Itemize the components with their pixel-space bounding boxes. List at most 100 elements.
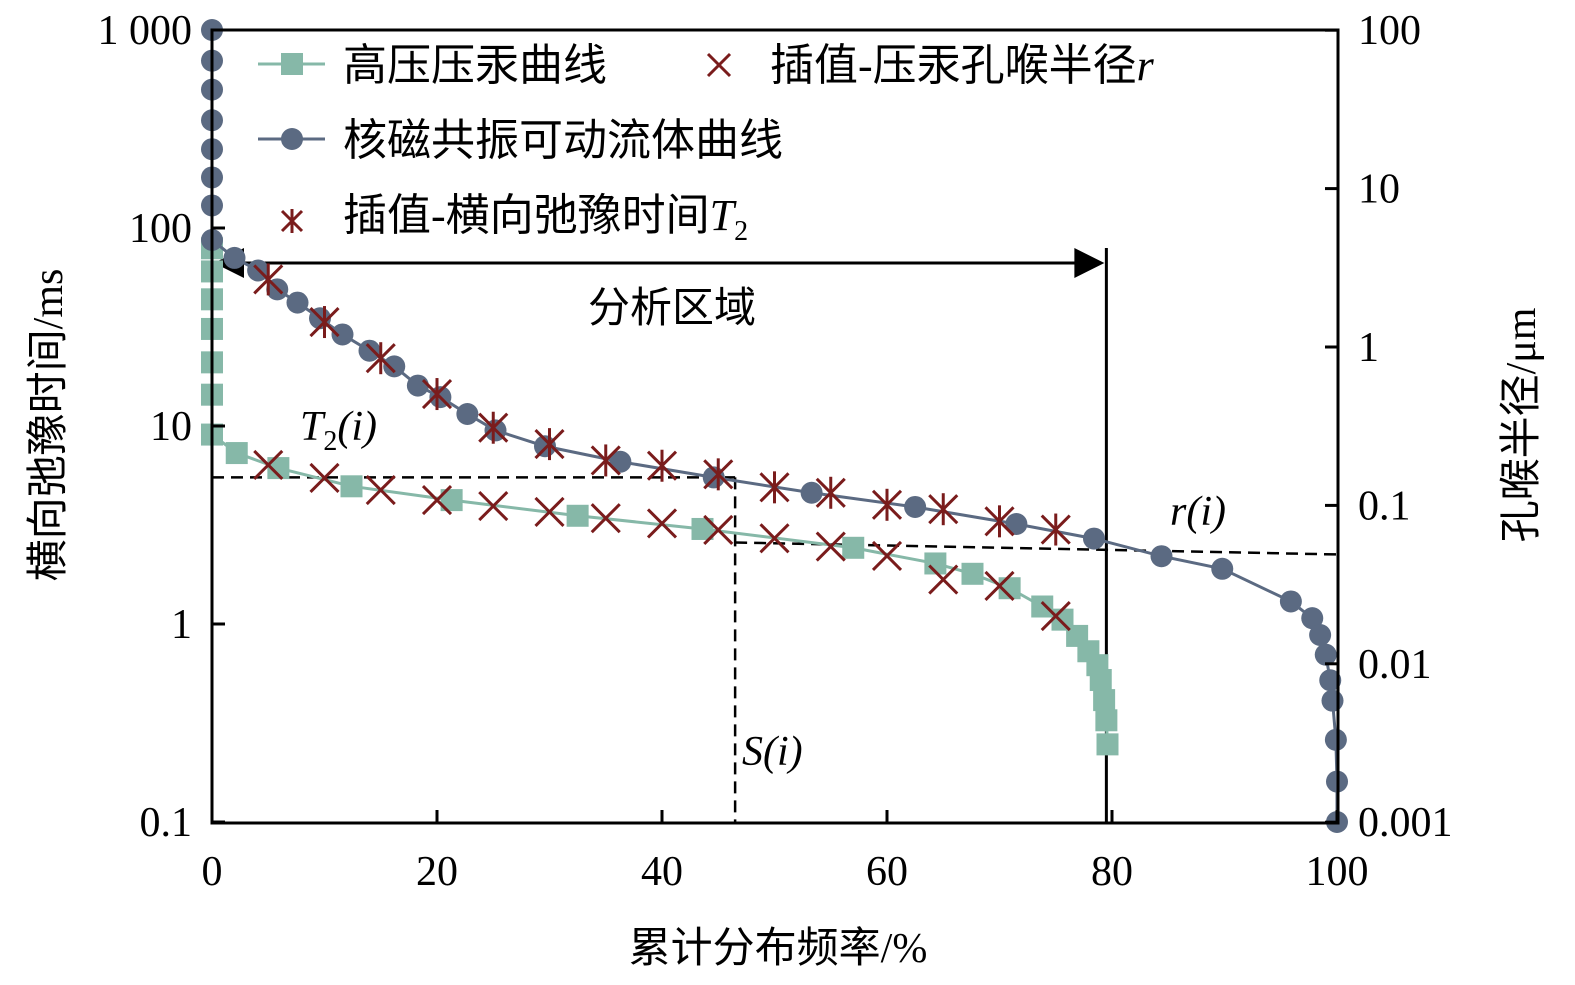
y-right-tick-label: 10: [1358, 167, 1400, 213]
marker-stroke: [815, 531, 846, 562]
data-point-square: [1096, 733, 1119, 756]
arrow-right-icon: [1074, 248, 1105, 278]
data-point-x: [646, 508, 678, 539]
data-point-asterisk: [478, 411, 509, 444]
data-point-asterisk: [703, 458, 734, 491]
data-point-x: [590, 503, 621, 534]
y-right-tick-label: 1: [1358, 325, 1379, 371]
legend-nmr: 核磁共振可动流体曲线: [343, 116, 783, 165]
data-point-circle: [1005, 512, 1028, 535]
r-i-label: r(i): [1170, 489, 1226, 535]
data-point-asterisk: [534, 428, 565, 461]
legend-interp-t2: 插值-横向弛豫时间T2: [343, 191, 748, 247]
data-point-asterisk: [309, 306, 340, 339]
x-tick-label: 80: [1091, 849, 1133, 895]
data-point-asterisk: [646, 449, 678, 482]
x-tick-label: 100: [1306, 849, 1369, 895]
data-point-square: [924, 552, 947, 575]
series-asterisk: [253, 263, 1071, 546]
marker-stroke: [478, 491, 509, 522]
y-left-tick-label: 100: [129, 206, 192, 252]
x-axis-label: 累计分布频率/%: [629, 925, 928, 972]
data-point-square: [842, 536, 865, 559]
data-point-square: [1031, 595, 1054, 618]
data-point-square: [961, 562, 984, 585]
legend-circle-marker: [281, 128, 303, 150]
data-point-square: [1089, 669, 1112, 692]
y-left-tick-label: 1 000: [98, 8, 193, 54]
data-point-square: [1093, 689, 1116, 712]
data-point-x: [871, 540, 903, 571]
x-tick-label: 40: [641, 849, 683, 895]
y-right-tick-label: 0.1: [1358, 483, 1411, 529]
data-point-circle: [1321, 689, 1344, 712]
s-i-label: S(i): [742, 729, 803, 775]
marker-stroke: [646, 508, 678, 539]
data-point-square: [691, 517, 714, 540]
marker-stroke: [309, 462, 340, 494]
analysis-region-label: 分析区域: [588, 286, 756, 332]
data-point-square: [1095, 709, 1118, 732]
data-point-x: [1040, 601, 1071, 632]
data-point-square: [440, 489, 463, 512]
data-point-circle: [1211, 557, 1234, 580]
data-point-circle: [406, 374, 429, 397]
x-tick-label: 20: [416, 849, 458, 895]
marker-stroke: [590, 503, 621, 534]
y-right-tick-label: 0.001: [1358, 800, 1453, 846]
data-point-x: [815, 531, 846, 562]
data-point-x: [534, 496, 565, 527]
y-right-tick-label: 100: [1358, 8, 1421, 54]
data-point-circle: [358, 339, 381, 362]
data-point-circle: [800, 481, 823, 504]
data-point-x: [478, 491, 509, 522]
data-point-asterisk: [984, 505, 1015, 538]
data-point-circle: [1319, 669, 1342, 692]
marker-stroke: [871, 540, 903, 571]
data-point-circle: [1150, 545, 1173, 568]
data-point-circle: [1309, 623, 1332, 646]
data-point-circle: [456, 402, 479, 425]
data-point-asterisk: [421, 378, 453, 411]
x-tick-label: 0: [202, 849, 223, 895]
marker-stroke: [365, 474, 396, 506]
data-point-x: [365, 474, 396, 506]
axis-ticks: 0 20 40 60 80 100 1 000 100 10 1 0.1 100 10 1 0.1 0.01 0…: [98, 8, 1453, 895]
y-left-tick-label: 1: [171, 602, 192, 648]
y-right-axis-label: 孔喉半径/μm: [1499, 307, 1545, 542]
data-point-circle: [609, 450, 632, 473]
data-point-x: [759, 523, 790, 554]
marker-stroke: [534, 496, 565, 527]
data-point-x: [984, 570, 1015, 602]
marker-stroke: [984, 570, 1015, 602]
data-point-circle: [223, 246, 246, 269]
data-point-asterisk: [253, 263, 284, 296]
y-right-tick-label: 0.01: [1358, 642, 1432, 688]
marker-stroke: [1040, 601, 1071, 632]
data-point-x: [309, 462, 340, 494]
marker-stroke: [421, 485, 453, 516]
marker-stroke: [253, 449, 284, 481]
y-left-tick-label: 0.1: [140, 800, 193, 846]
data-point-x: [421, 485, 453, 516]
legend: 高压压汞曲线 插值-压汞孔喉半径r 核磁共振可动流体曲线 插值-横向弛豫时间T2: [258, 41, 1155, 247]
data-point-square: [267, 457, 290, 480]
data-point-asterisk: [928, 493, 959, 526]
data-point-asterisk: [590, 444, 621, 477]
data-point-circle: [904, 495, 927, 518]
data-point-circle: [1279, 590, 1302, 613]
data-point-circle: [331, 323, 354, 346]
data-point-circle: [1083, 527, 1105, 550]
x-tick-label: 60: [866, 849, 908, 895]
data-point-circle: [1314, 643, 1337, 666]
data-point-asterisk: [365, 342, 396, 375]
data-point-circle: [286, 291, 309, 314]
data-point-asterisk: [1040, 513, 1071, 546]
legend-square-marker: [281, 53, 303, 75]
data-point-asterisk: [815, 476, 846, 509]
data-point-circle: [1301, 607, 1324, 630]
marker-stroke: [703, 514, 734, 545]
series-x: [253, 449, 1071, 632]
data-point-asterisk: [759, 471, 790, 504]
